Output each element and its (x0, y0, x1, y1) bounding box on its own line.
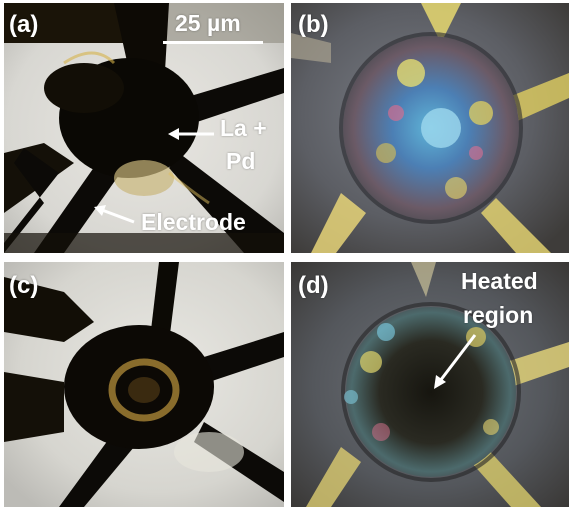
sample-label-line1: La + (220, 115, 267, 141)
electrode-label: Electrode (141, 209, 246, 235)
scale-bar (163, 41, 263, 44)
micrograph-panel-d (291, 262, 569, 507)
micrograph-panel-b (291, 3, 569, 253)
panel-label-d: (d) (298, 272, 329, 299)
panel-label-a: (a) (9, 11, 39, 38)
arrow-icon (434, 334, 477, 389)
arrow-icon (94, 205, 135, 224)
micrograph-panel-c (4, 262, 284, 507)
heated-label-line1: Heated (461, 268, 538, 294)
scale-bar-label: 25 µm (175, 10, 241, 36)
panel-label-b: (b) (298, 11, 329, 38)
heated-label-line2: region (463, 302, 534, 328)
arrow-icon (168, 128, 214, 140)
sample-label-line2: Pd (226, 148, 256, 174)
panel-label-c: (c) (9, 272, 39, 299)
micrograph-panel-a (4, 3, 284, 253)
